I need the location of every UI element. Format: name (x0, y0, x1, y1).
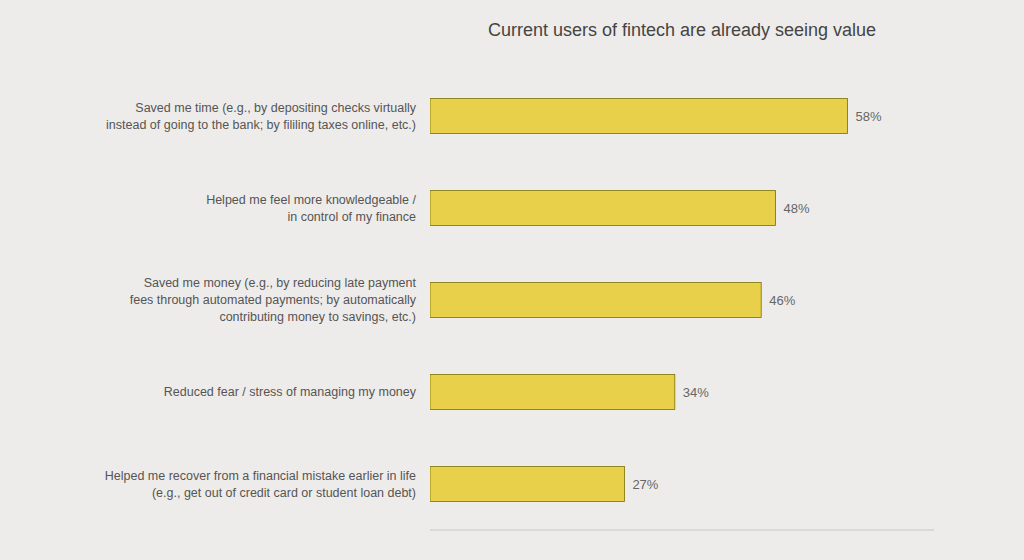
data-label: 46% (769, 293, 795, 308)
bar (430, 467, 624, 502)
x-axis-line (430, 530, 934, 531)
category-label: Saved me money (e.g., by reducing late p… (130, 276, 417, 324)
background (0, 0, 1024, 560)
chart-container: Current users of fintech are already see… (0, 0, 1024, 560)
bars (430, 99, 848, 502)
category-label: Reduced fear / stress of managing my mon… (164, 385, 417, 399)
bar (430, 99, 848, 134)
category-label: Helped me feel more knowledgeable /in co… (206, 193, 416, 224)
category-label: Saved me time (e.g., by depositing check… (106, 101, 417, 132)
category-label: Helped me recover from a financial mista… (105, 469, 416, 500)
title: Current users of fintech are already see… (488, 20, 876, 40)
data-label: 58% (856, 109, 882, 124)
data-label: 48% (784, 201, 810, 216)
bar (430, 191, 776, 226)
data-label: 27% (632, 477, 658, 492)
chart: Current users of fintech are already see… (0, 0, 1024, 560)
data-label: 34% (683, 385, 709, 400)
bar (430, 283, 761, 318)
bar (430, 375, 675, 410)
